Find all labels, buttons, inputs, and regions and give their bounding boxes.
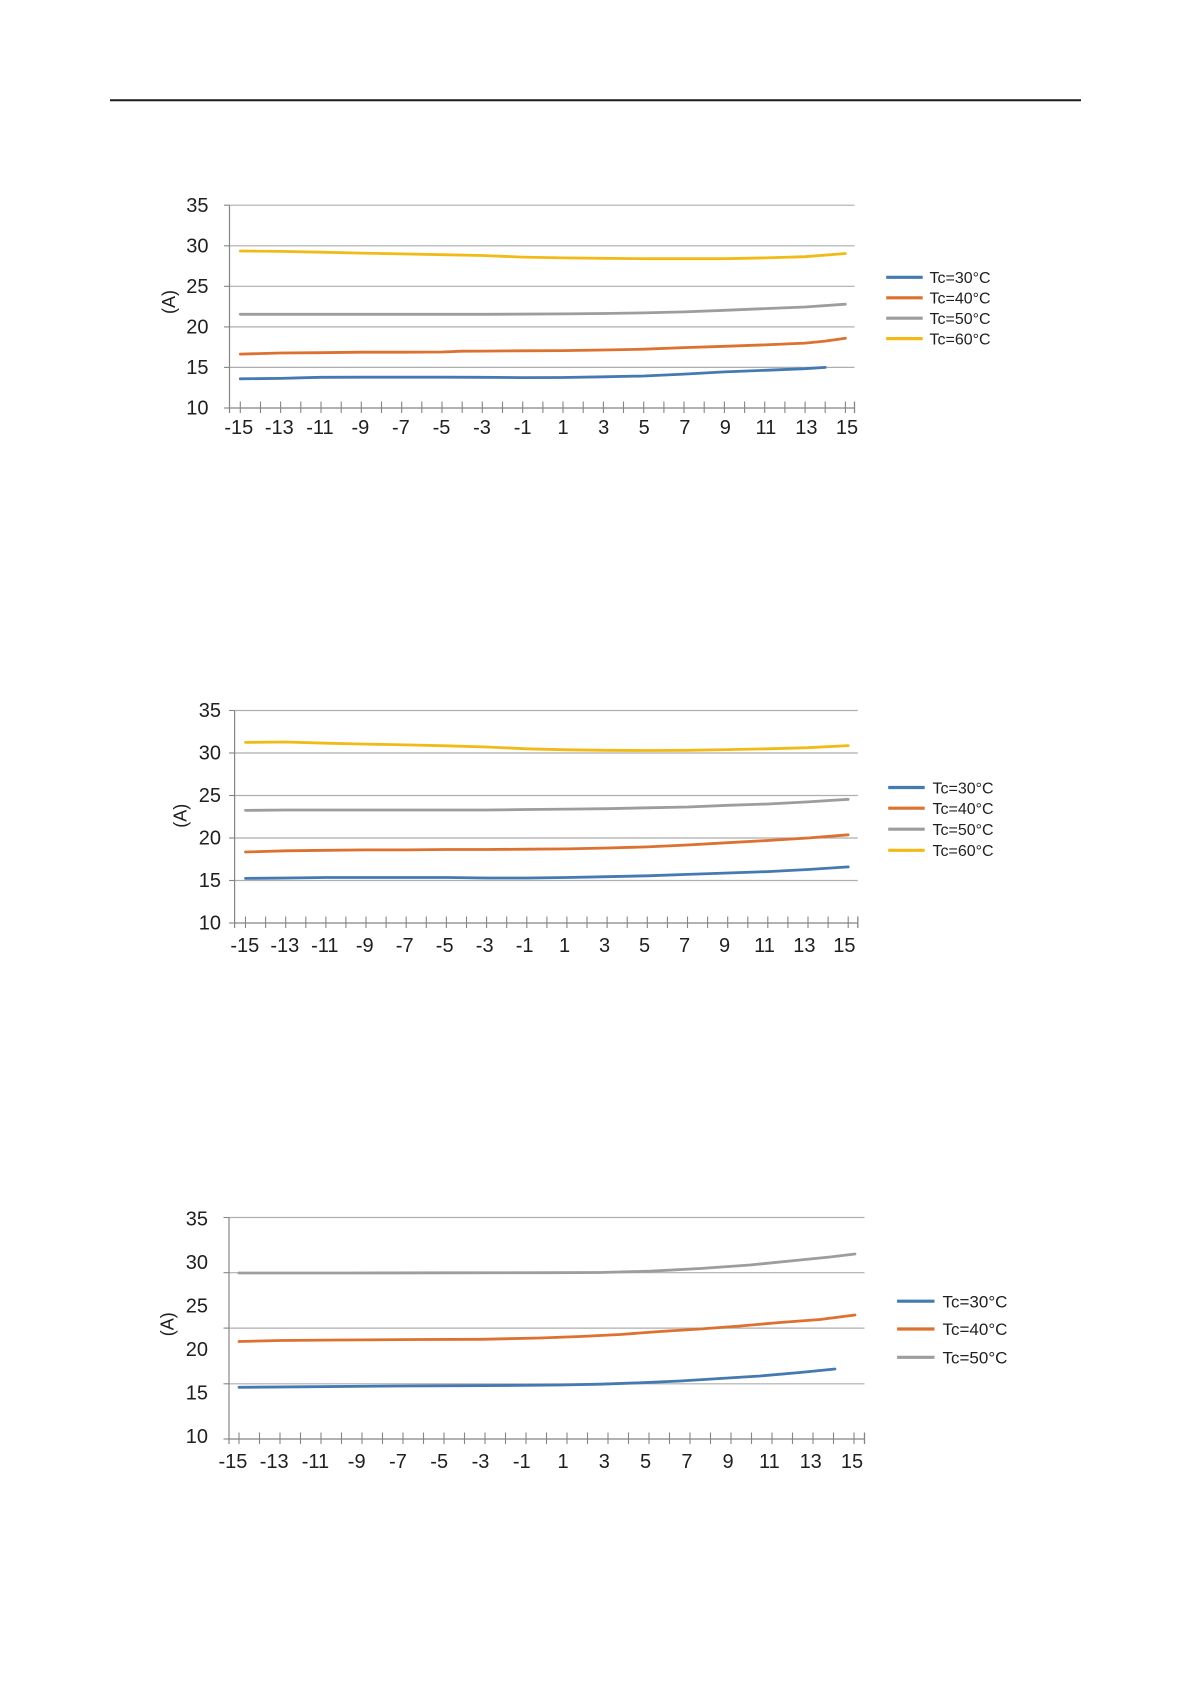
- svg-text:-5: -5: [430, 1451, 448, 1473]
- svg-text:(A): (A): [171, 804, 191, 828]
- svg-text:Tc=30°C: Tc=30°C: [933, 780, 994, 797]
- svg-text:11: 11: [754, 935, 775, 957]
- svg-text:20: 20: [186, 317, 208, 339]
- svg-text:15: 15: [186, 357, 208, 379]
- svg-text:3: 3: [599, 935, 610, 957]
- svg-text:-9: -9: [356, 935, 374, 957]
- svg-text:-9: -9: [352, 417, 370, 439]
- svg-text:Tc=40°C: Tc=40°C: [930, 291, 991, 308]
- svg-text:20: 20: [199, 828, 221, 850]
- svg-text:5: 5: [639, 417, 650, 439]
- svg-text:25: 25: [186, 1296, 208, 1318]
- svg-text:7: 7: [679, 417, 690, 439]
- svg-text:3: 3: [598, 417, 609, 439]
- svg-text:13: 13: [793, 935, 815, 957]
- svg-text:1: 1: [558, 417, 569, 439]
- svg-text:7: 7: [681, 1451, 692, 1473]
- svg-text:30: 30: [186, 1252, 208, 1274]
- svg-text:3: 3: [599, 1451, 610, 1473]
- svg-text:35: 35: [186, 1209, 208, 1231]
- svg-text:13: 13: [800, 1451, 822, 1473]
- svg-text:9: 9: [720, 417, 731, 439]
- svg-text:-1: -1: [513, 1451, 531, 1473]
- svg-text:-3: -3: [472, 1451, 490, 1473]
- svg-text:Tc=60°C: Tc=60°C: [933, 843, 994, 860]
- svg-text:15: 15: [841, 1451, 863, 1473]
- svg-text:-11: -11: [306, 417, 333, 439]
- svg-text:25: 25: [199, 785, 221, 807]
- svg-text:-13: -13: [260, 1451, 289, 1473]
- svg-text:15: 15: [186, 1383, 208, 1405]
- svg-text:-11: -11: [302, 1451, 329, 1473]
- svg-text:10: 10: [186, 398, 208, 420]
- svg-text:-15: -15: [218, 1451, 247, 1473]
- svg-text:35: 35: [199, 700, 221, 722]
- svg-text:(A): (A): [159, 290, 179, 314]
- svg-text:Tc=40°C: Tc=40°C: [933, 801, 994, 818]
- svg-text:-9: -9: [348, 1451, 366, 1473]
- svg-text:-15: -15: [224, 417, 253, 439]
- svg-text:-5: -5: [433, 417, 451, 439]
- svg-text:-11: -11: [311, 935, 338, 957]
- svg-text:-1: -1: [514, 417, 532, 439]
- svg-text:1: 1: [559, 935, 570, 957]
- svg-text:30: 30: [199, 743, 221, 765]
- svg-text:Tc=50°C: Tc=50°C: [943, 1348, 1008, 1367]
- svg-text:20: 20: [186, 1339, 208, 1361]
- svg-text:Tc=30°C: Tc=30°C: [943, 1292, 1008, 1311]
- svg-text:25: 25: [186, 276, 208, 298]
- svg-text:5: 5: [640, 1451, 651, 1473]
- svg-text:-7: -7: [396, 935, 414, 957]
- svg-text:11: 11: [756, 417, 777, 439]
- svg-text:9: 9: [719, 935, 730, 957]
- svg-text:13: 13: [795, 417, 817, 439]
- svg-text:-3: -3: [473, 417, 491, 439]
- svg-text:Tc=30°C: Tc=30°C: [930, 270, 991, 287]
- svg-text:35: 35: [186, 195, 208, 217]
- svg-text:30: 30: [186, 236, 208, 258]
- svg-text:15: 15: [833, 935, 855, 957]
- svg-text:5: 5: [639, 935, 650, 957]
- svg-text:Tc=60°C: Tc=60°C: [930, 331, 991, 348]
- svg-text:-13: -13: [270, 935, 299, 957]
- svg-text:10: 10: [199, 913, 221, 935]
- svg-text:10: 10: [186, 1426, 208, 1448]
- svg-text:-3: -3: [476, 935, 494, 957]
- svg-text:Tc=40°C: Tc=40°C: [943, 1320, 1008, 1339]
- svg-text:Tc=50°C: Tc=50°C: [933, 822, 994, 839]
- svg-text:1: 1: [558, 1451, 569, 1473]
- svg-text:9: 9: [723, 1451, 734, 1473]
- svg-text:-5: -5: [436, 935, 454, 957]
- svg-text:(A): (A): [158, 1312, 178, 1336]
- svg-text:-15: -15: [230, 935, 259, 957]
- svg-text:-13: -13: [265, 417, 294, 439]
- svg-text:-7: -7: [389, 1451, 407, 1473]
- svg-text:15: 15: [199, 870, 221, 892]
- svg-text:-7: -7: [392, 417, 410, 439]
- svg-text:-1: -1: [516, 935, 534, 957]
- svg-text:Tc=50°C: Tc=50°C: [930, 311, 991, 328]
- svg-text:7: 7: [679, 935, 690, 957]
- svg-text:15: 15: [836, 417, 858, 439]
- svg-text:11: 11: [759, 1451, 780, 1473]
